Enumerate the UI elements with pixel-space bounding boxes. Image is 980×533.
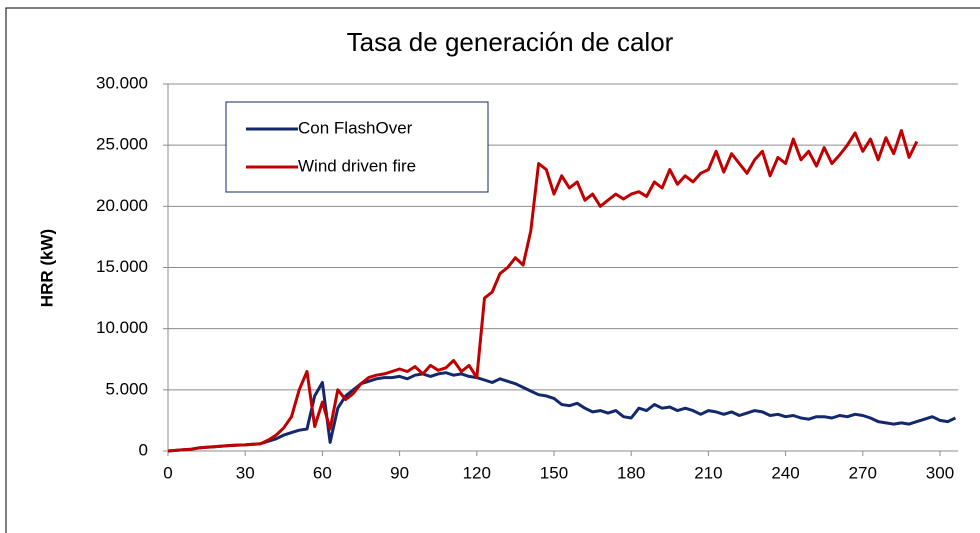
x-tick-label: 210 bbox=[694, 463, 722, 482]
x-tick-label: 240 bbox=[771, 463, 799, 482]
x-tick-label: 150 bbox=[540, 463, 568, 482]
x-tick-label: 270 bbox=[849, 463, 877, 482]
legend-label: Con FlashOver bbox=[298, 118, 413, 137]
x-tick-label: 120 bbox=[463, 463, 491, 482]
chart-frame bbox=[5, 7, 980, 533]
y-tick-label: 10.000 bbox=[96, 318, 148, 337]
series-line bbox=[167, 371, 957, 453]
x-tick-label: 0 bbox=[163, 463, 172, 482]
y-tick-label: 5.000 bbox=[105, 379, 148, 398]
series-line bbox=[167, 129, 919, 453]
legend-label: Wind driven fire bbox=[298, 156, 416, 175]
y-tick-label: 15.000 bbox=[96, 257, 148, 276]
x-tick-label: 30 bbox=[236, 463, 255, 482]
x-tick-label: 300 bbox=[926, 463, 954, 482]
legend-box bbox=[225, 101, 489, 193]
chart-title: Tasa de generación de calor bbox=[347, 27, 674, 57]
x-tick-label: 180 bbox=[617, 463, 645, 482]
y-tick-label: 25.000 bbox=[96, 135, 148, 154]
y-tick-label: 0 bbox=[139, 440, 148, 459]
x-tick-label: 90 bbox=[390, 463, 409, 482]
y-tick-label: 20.000 bbox=[96, 196, 148, 215]
x-tick-label: 60 bbox=[313, 463, 332, 482]
y-axis-title: HRR (kW) bbox=[37, 229, 56, 307]
y-tick-label: 30.000 bbox=[96, 73, 148, 92]
